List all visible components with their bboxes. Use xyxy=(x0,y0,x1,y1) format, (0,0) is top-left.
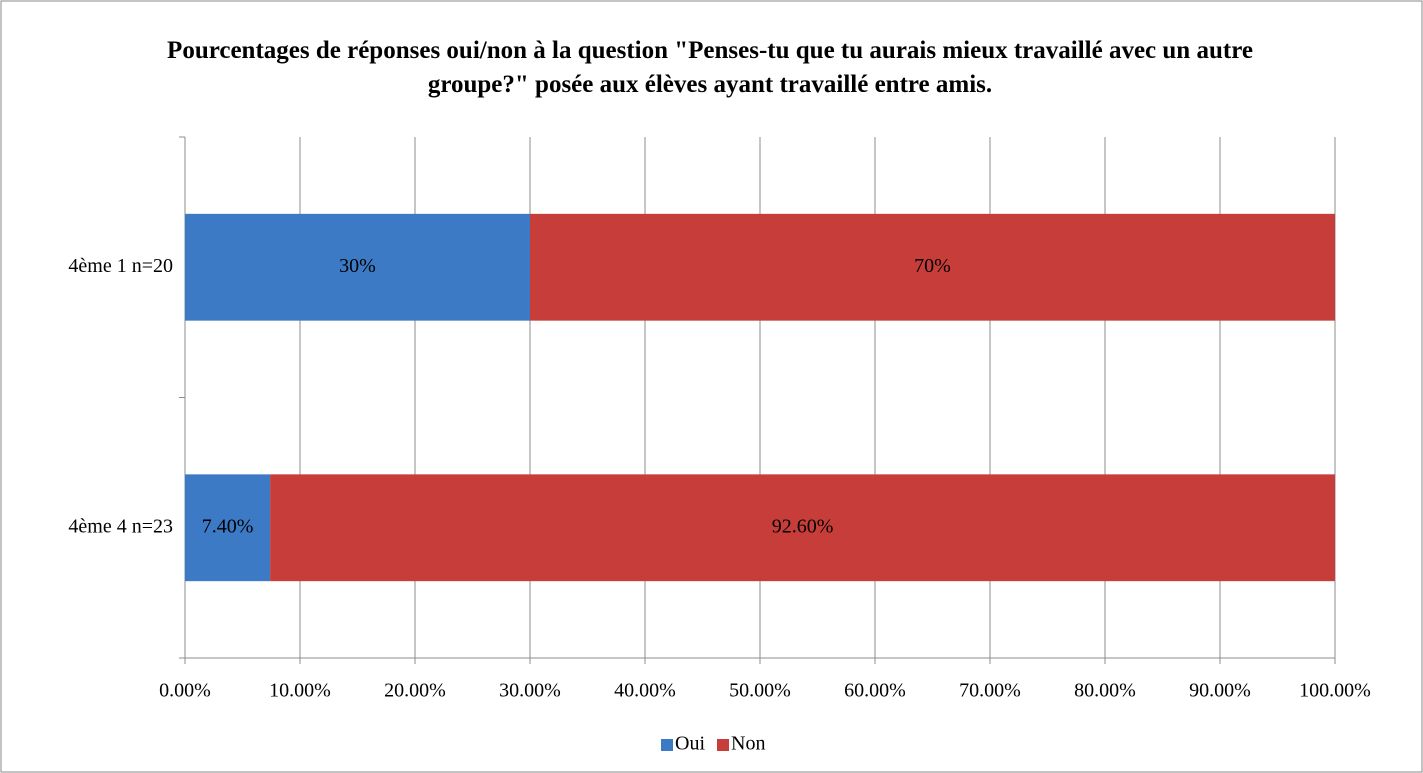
legend-label: Oui xyxy=(675,733,705,755)
legend-swatch xyxy=(717,739,729,751)
x-tick-label: 100.00% xyxy=(1299,680,1371,702)
legend-label: Non xyxy=(731,733,765,755)
bar-segment xyxy=(185,213,530,321)
value-label: 92.60% xyxy=(772,515,834,537)
x-tick-label: 40.00% xyxy=(614,680,676,702)
value-label: 70% xyxy=(914,255,951,277)
x-tick-label: 90.00% xyxy=(1189,680,1251,702)
x-tick-label: 80.00% xyxy=(1074,680,1136,702)
x-tick-label: 20.00% xyxy=(384,680,446,702)
x-tick-label: 30.00% xyxy=(499,680,561,702)
chart-title: Pourcentages de réponses oui/non à la qu… xyxy=(167,37,1253,98)
value-label: 30% xyxy=(339,255,376,277)
bar-segment xyxy=(270,474,1336,582)
x-tick-label: 10.00% xyxy=(269,680,331,702)
bar-segment xyxy=(185,474,271,582)
x-tick-label: 50.00% xyxy=(729,680,791,702)
x-tick-label: 0.00% xyxy=(159,680,211,702)
x-tick-label: 70.00% xyxy=(959,680,1021,702)
bar-segment xyxy=(530,213,1335,321)
y-tick-label: 4ème 1 n=20 xyxy=(68,255,173,277)
legend-swatch xyxy=(661,739,673,751)
x-tick-label: 60.00% xyxy=(844,680,906,702)
value-label: 7.40% xyxy=(202,515,254,537)
y-tick-label: 4ème 4 n=23 xyxy=(68,515,173,537)
